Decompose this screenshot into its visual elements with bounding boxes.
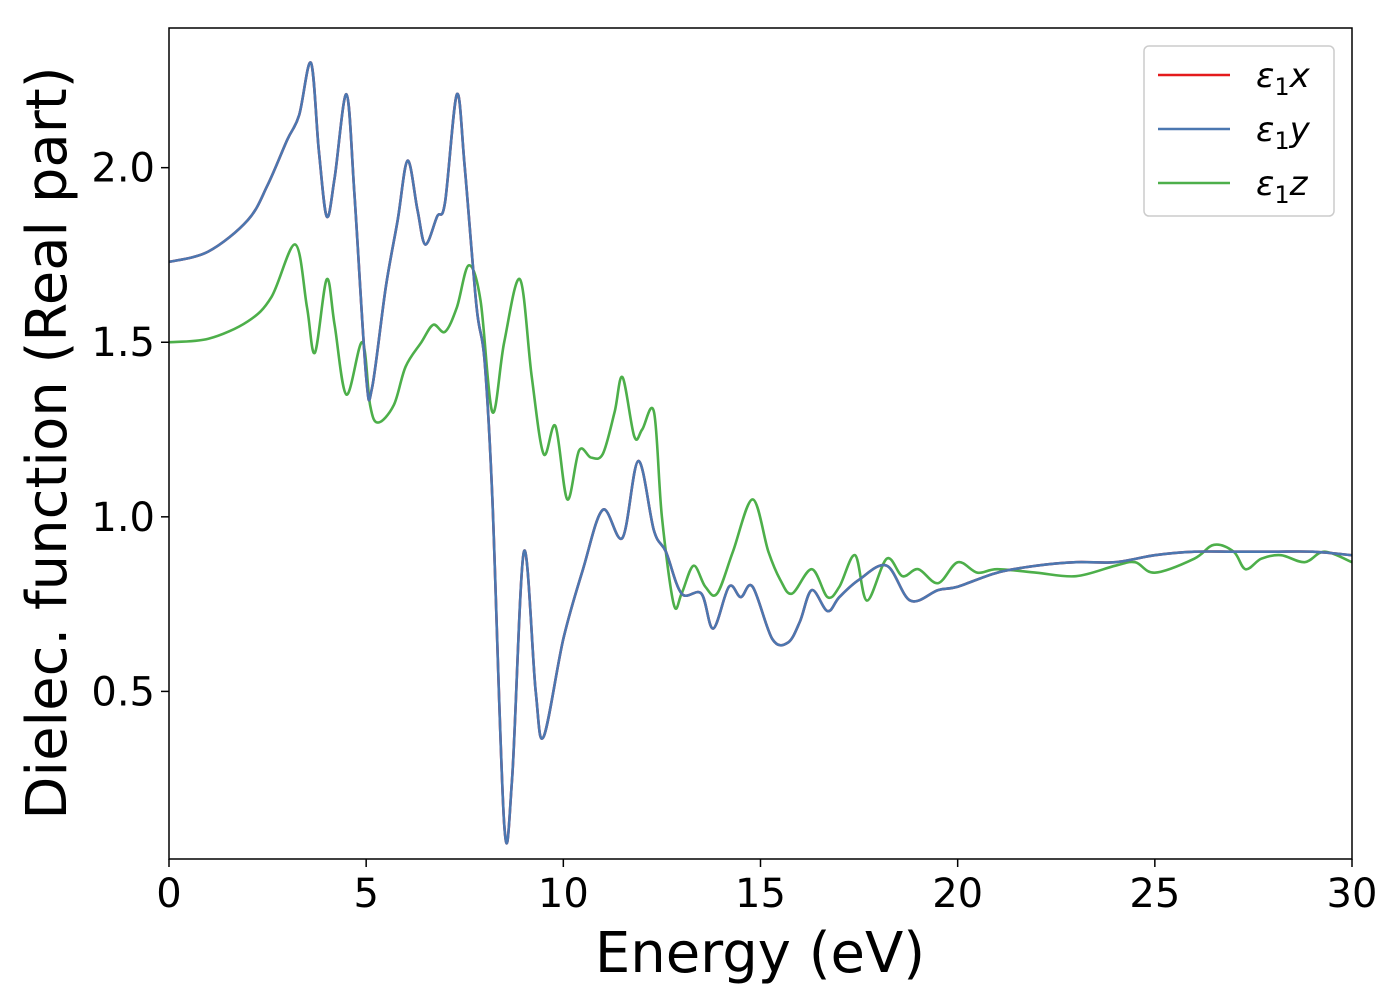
legend-label-z: ε1z [1256, 164, 1309, 209]
legend-label-x: ε1x [1256, 56, 1311, 101]
series-layer [168, 61, 1353, 845]
x-tick-label: 20 [932, 871, 983, 917]
y-tick-label: 2.0 [91, 146, 155, 192]
x-axis: 0 5 10 15 20 25 30 [156, 859, 1377, 917]
legend-box [1143, 45, 1335, 217]
x-tick-label: 5 [353, 871, 378, 917]
x-tick-label: 25 [1129, 871, 1180, 917]
legend: ε1x ε1y ε1z [1143, 45, 1335, 217]
x-tick-label: 10 [538, 871, 589, 917]
y-axis-label: Dielec. function (Real part) [15, 66, 80, 819]
x-axis-label: Energy (eV) [595, 921, 925, 986]
y-axis: 0.5 1.0 1.5 2.0 [91, 146, 169, 715]
x-tick-label: 30 [1327, 871, 1378, 917]
legend-label-y: ε1y [1256, 110, 1311, 155]
y-tick-label: 1.0 [91, 495, 155, 541]
x-tick-label: 15 [735, 871, 786, 917]
y-tick-label: 0.5 [91, 669, 155, 715]
series-line-z [168, 243, 1353, 611]
series-line-y [168, 61, 1353, 845]
x-tick-label: 0 [156, 871, 181, 917]
y-tick-label: 1.5 [91, 320, 155, 366]
